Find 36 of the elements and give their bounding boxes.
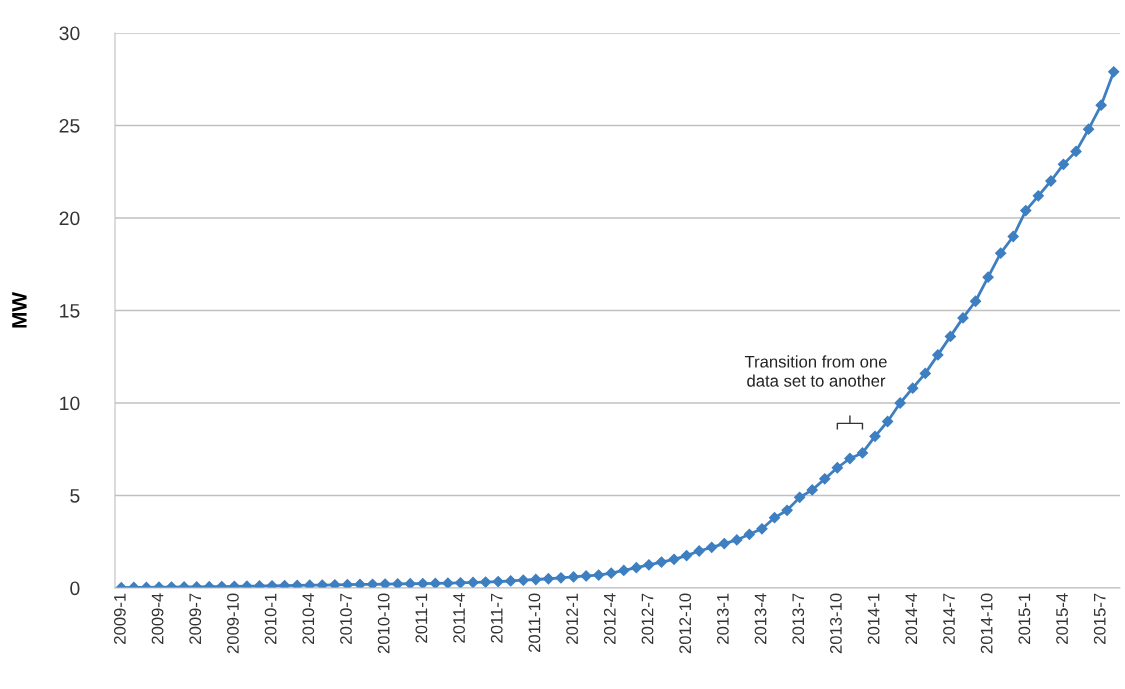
y-tick-label: 20 — [59, 211, 80, 226]
x-tick-label: 2013-1 — [716, 593, 729, 644]
x-tick-label: 2014-10 — [980, 593, 993, 654]
x-tick-label: 2009-10 — [227, 593, 239, 654]
y-tick-label: 0 — [70, 581, 80, 596]
x-tick-label: 2011-1 — [415, 593, 428, 643]
x-tick-label: 2010-10 — [377, 593, 390, 654]
x-tick-label: 2011-7 — [490, 593, 503, 643]
x-tick-label: 2014-7 — [943, 593, 955, 644]
x-tick-label: 2015-4 — [1056, 593, 1068, 644]
y-tick-label: 5 — [70, 489, 80, 503]
annotation: Transition from one data set to another — [744, 355, 887, 387]
x-tick-label: 2014-4 — [905, 593, 918, 644]
x-tick-label: 2009-7 — [189, 593, 202, 644]
y-tick-label: 15 — [60, 304, 80, 318]
x-tick-label: 2012-7 — [641, 593, 654, 644]
y-tick-label: 25 — [59, 118, 80, 133]
x-tick-label: 2014-1 — [867, 593, 880, 644]
x-tick-label: 2015-1 — [1018, 593, 1031, 644]
x-tick-label: 2012-4 — [603, 593, 616, 644]
x-tick-label: 2011-10 — [528, 593, 541, 652]
y-tick-label: 10 — [60, 396, 80, 411]
x-tick-label: 2009-1 — [113, 593, 126, 644]
x-tick-label: 2013-4 — [754, 593, 767, 644]
x-tick-label: 2011-4 — [453, 593, 465, 643]
x-tick-label: 2012-1 — [566, 593, 579, 644]
x-tick-label: 2009-4 — [151, 593, 164, 644]
x-tick-label: 2010-4 — [302, 593, 315, 644]
y-tick-label: 30 — [59, 26, 80, 41]
x-tick-label: 2010-7 — [340, 593, 352, 644]
x-tick-label: 2010-1 — [264, 593, 277, 644]
x-tick-label: 2012-10 — [679, 593, 692, 654]
x-tick-label: 2015-7 — [1093, 593, 1106, 644]
y-axis-title: MW — [12, 292, 27, 328]
x-tick-label: 2013-7 — [792, 593, 805, 644]
x-tick-label: 2013-10 — [830, 593, 842, 654]
